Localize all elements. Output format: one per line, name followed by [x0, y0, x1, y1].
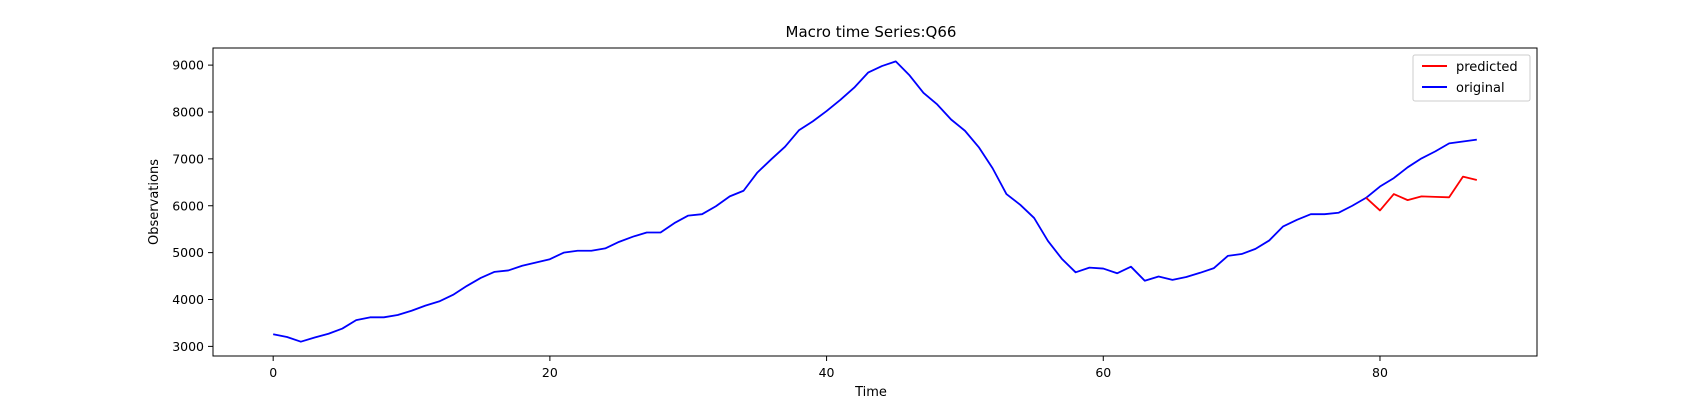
- x-tick-label: 0: [269, 365, 277, 380]
- y-tick-label: 6000: [172, 198, 204, 213]
- legend-label-predicted: predicted: [1456, 60, 1518, 75]
- x-tick-label: 80: [1372, 365, 1388, 380]
- y-tick-label: 7000: [172, 151, 204, 166]
- legend-label-original: original: [1456, 81, 1505, 96]
- series-line-original: [273, 60, 1477, 343]
- y-tick-label: 9000: [172, 58, 204, 73]
- y-tick-label: 4000: [172, 292, 204, 307]
- series-line-predicted: [1365, 175, 1478, 212]
- legend: predicted original: [1412, 54, 1531, 102]
- y-axis: 3000 4000 5000 6000 7000 8000 9000: [172, 58, 213, 354]
- x-tick-label: 20: [542, 365, 558, 380]
- x-axis-label: Time: [854, 385, 887, 400]
- x-tick-label: 60: [1095, 365, 1111, 380]
- y-tick-label: 3000: [172, 339, 204, 354]
- y-tick-label: 8000: [172, 104, 204, 119]
- chart-title: Macro time Series:Q66: [786, 23, 957, 41]
- plot-frame: [212, 47, 1538, 357]
- y-tick-label: 5000: [172, 245, 204, 260]
- x-axis: 0 20 40 60 80: [269, 356, 1388, 380]
- x-tick-label: 40: [819, 365, 835, 380]
- series-lines: [273, 60, 1478, 343]
- y-axis-label: Observations: [147, 159, 162, 245]
